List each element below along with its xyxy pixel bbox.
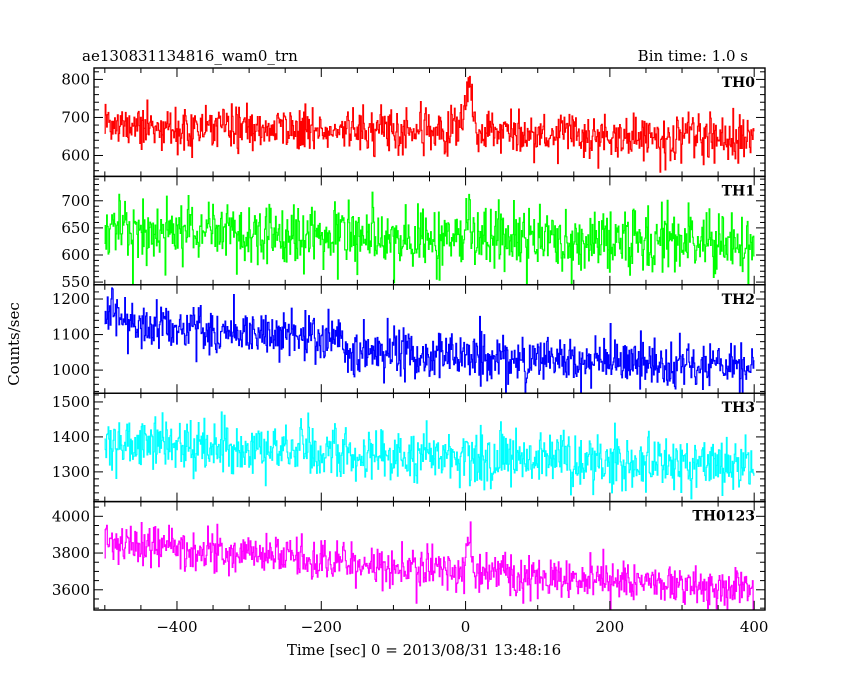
bin-time-label: Bin time: 1.0 s <box>638 47 748 65</box>
y-tick-label: 1500 <box>52 393 90 411</box>
y-tick-label: 1300 <box>52 463 90 481</box>
panel-th2: 1000 1100 1200 TH2 <box>52 284 766 394</box>
y-tick-label: 600 <box>61 246 90 264</box>
y-tick-label: 3600 <box>52 581 90 599</box>
y-tick-label: 700 <box>61 108 90 126</box>
y-tick-label: 800 <box>61 70 90 88</box>
x-axis-label: Time [sec] 0 = 2013/08/31 13:48:16 <box>287 641 561 659</box>
y-tick-label: 700 <box>61 192 90 210</box>
panel-th1: 550 600 650 700 TH1 <box>61 175 766 291</box>
y-tick-label: 600 <box>61 146 90 164</box>
panel-th0: 600 700 800 TH0 <box>61 67 766 178</box>
x-tick-label: 200 <box>596 618 625 636</box>
panel-label-th0123: TH0123 <box>692 509 755 525</box>
panel-th0123: 3600 3800 4000 TH0123 −400 −200 0 200 400 <box>52 500 769 636</box>
panel-label-th3: TH3 <box>722 400 755 416</box>
y-tick-label: 550 <box>61 273 90 291</box>
series-line-th1 <box>104 191 755 285</box>
series-line-th2 <box>104 287 755 394</box>
x-tick-label: −400 <box>156 618 197 636</box>
panel-th3: 1300 1400 1500 TH3 <box>52 392 766 503</box>
y-tick-label: 3800 <box>52 544 90 562</box>
x-tick-label: 0 <box>461 618 471 636</box>
panel-label-th0: TH0 <box>722 75 756 91</box>
y-tick-label: 4000 <box>52 507 90 525</box>
series-line-th0123 <box>104 521 755 611</box>
x-tick-label: 400 <box>740 618 769 636</box>
chart-title: ae130831134816_wam0_trn <box>82 47 298 65</box>
y-tick-label: 1200 <box>52 290 90 308</box>
y-axis-label: Counts/sec <box>5 302 23 386</box>
panels-group: 600 700 800 TH0 550 600 650 700 TH1 1000 1100 1200 T… <box>52 67 769 636</box>
panel-label-th1: TH1 <box>722 183 755 199</box>
y-tick-label: 650 <box>61 219 90 237</box>
x-tick-label: −200 <box>301 618 342 636</box>
y-tick-label: 1000 <box>52 361 90 379</box>
panel-label-th2: TH2 <box>722 292 755 308</box>
y-tick-label: 1400 <box>52 428 90 446</box>
series-line-th0 <box>104 75 755 173</box>
y-tick-label: 1100 <box>52 326 90 344</box>
series-line-th3 <box>104 411 755 500</box>
